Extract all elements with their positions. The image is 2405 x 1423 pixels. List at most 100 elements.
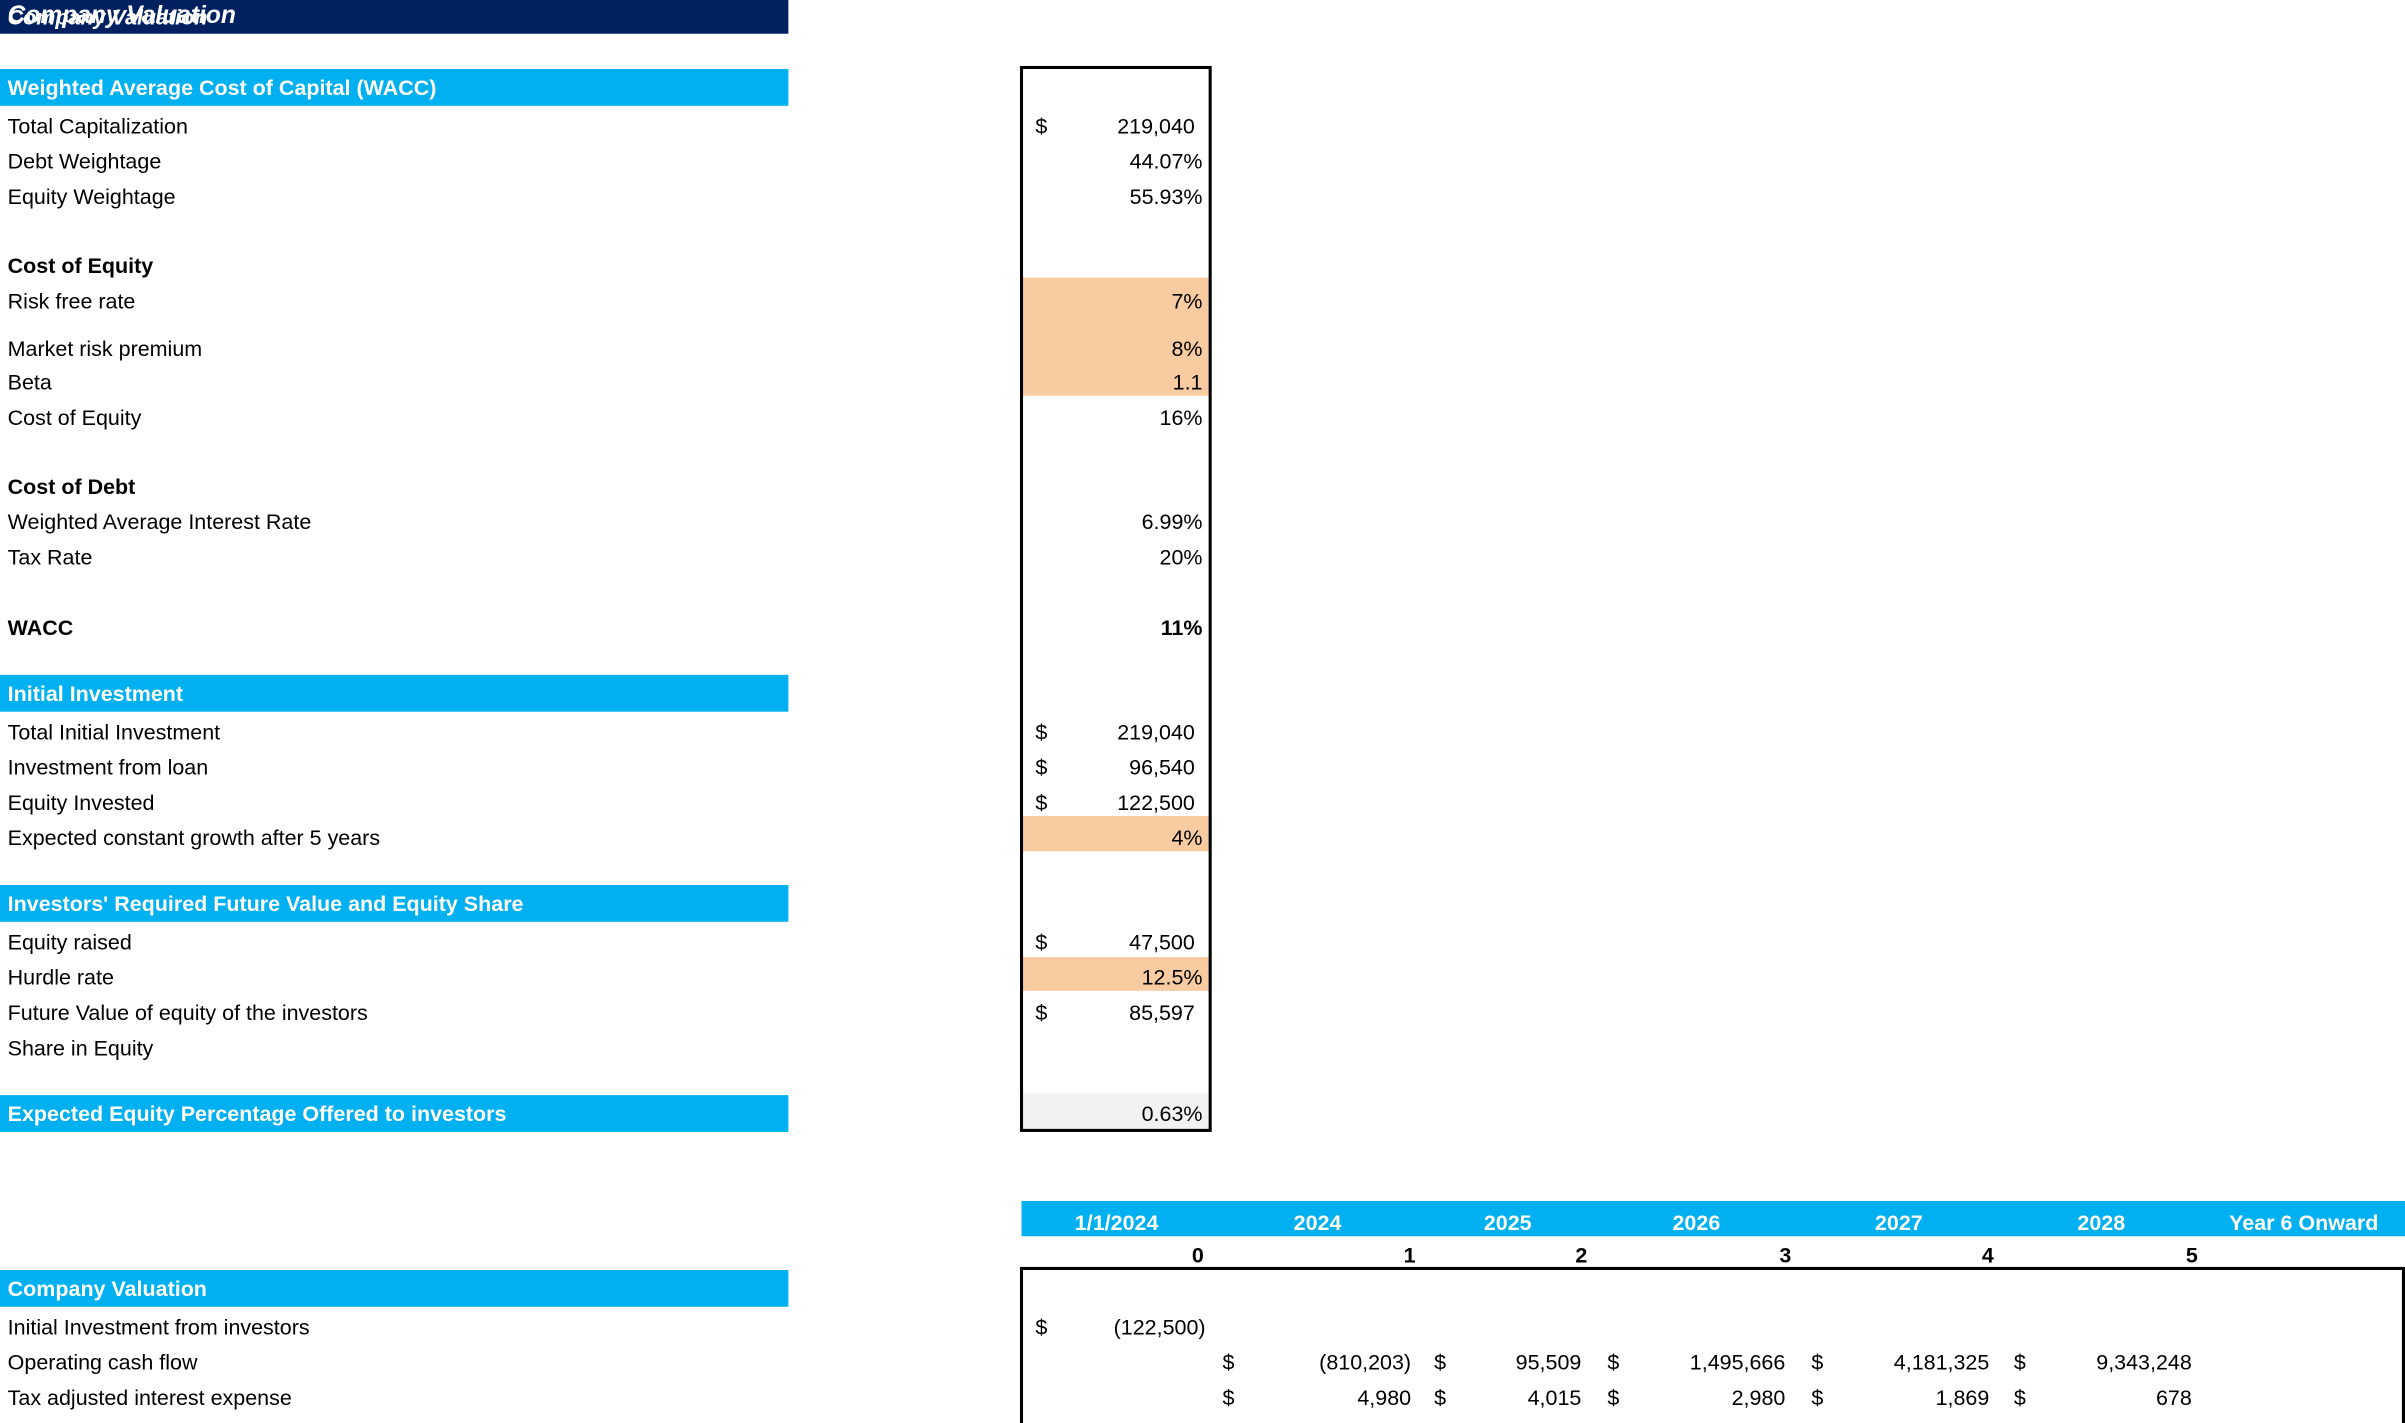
currency: $: [1607, 1349, 1620, 1375]
section-bar: [0, 674, 789, 712]
date-header: Year 6 Onward: [2229, 1210, 2379, 1235]
row-label: Tax adjusted interest expense: [7, 1385, 292, 1410]
bordered-block: [1019, 1266, 2405, 1423]
cash-flow-value: 2,980: [1731, 1385, 1786, 1410]
row-value: 16%: [1159, 404, 1203, 430]
currency: $: [1035, 113, 1048, 139]
currency: $: [1035, 719, 1048, 744]
row-value: 96,540: [1129, 754, 1195, 780]
date-header: 2028: [2077, 1210, 2126, 1235]
section-bar: [0, 1269, 789, 1307]
row-label: Total Initial Investment: [7, 719, 221, 744]
period-header: 5: [2185, 1242, 2198, 1267]
row-label: Equity Invested: [7, 789, 155, 815]
row-label: Market risk premium: [7, 335, 203, 361]
row-value: 6.99%: [1141, 509, 1203, 534]
currency: $: [1035, 1314, 1048, 1340]
row-label: Expected constant growth after 5 years: [7, 825, 381, 850]
cash-flow-value: 1,869: [1935, 1385, 1990, 1410]
row-value: 7%: [1171, 288, 1203, 313]
currency: $: [1222, 1385, 1235, 1410]
currency: $: [1434, 1385, 1447, 1410]
row-value: 85,597: [1129, 1000, 1195, 1025]
title: Company Valuation: [7, 3, 236, 30]
section-header: Weighted Average Cost of Capital (WACC): [7, 75, 437, 100]
section-header: Initial Investment: [7, 681, 184, 706]
currency: $: [1811, 1349, 1824, 1375]
row-label: Tax Rate: [7, 544, 93, 570]
input-cell: [1021, 815, 1211, 852]
row-label: Beta: [7, 369, 52, 395]
row-value: 55.93%: [1129, 184, 1203, 209]
row-value: 12.5%: [1141, 964, 1203, 990]
row-value: 0.63%: [1141, 1101, 1203, 1126]
row-label: Cost of Equity: [7, 404, 142, 430]
row-label: Hurdle rate: [7, 964, 114, 990]
row-label: Debt Weightage: [7, 148, 162, 174]
row-label: WACC: [7, 615, 74, 640]
row-label: Operating cash flow: [7, 1349, 198, 1375]
currency: $: [1035, 789, 1048, 815]
row-value: 4%: [1171, 825, 1203, 850]
date-header: 2024: [1293, 1210, 1342, 1235]
row-value: 8%: [1171, 335, 1203, 361]
title: Company Valuation: [7, 4, 208, 30]
subheader: Cost of Debt: [7, 473, 136, 499]
currency: $: [1222, 1349, 1235, 1375]
cash-flow-value: 4,980: [1357, 1385, 1412, 1410]
row-value: 11%: [1160, 615, 1203, 640]
section-header: Expected Equity Percentage Offered to in…: [7, 1101, 507, 1126]
row-label: Share in Equity: [7, 1035, 154, 1060]
row-label: Future Value of equity of the investors: [7, 1000, 368, 1025]
section-header: Company Valuation: [7, 1276, 207, 1301]
section-bar: [0, 885, 789, 922]
row-value: 1.1: [1172, 369, 1203, 395]
input-cell: [1021, 277, 1211, 396]
row-value: 122,500: [1117, 789, 1195, 815]
result-cell: [1021, 1093, 1211, 1131]
date-header: 1/1/2024: [1074, 1210, 1159, 1235]
currency: $: [1035, 929, 1048, 955]
period-header: 1: [1403, 1242, 1416, 1267]
date-header: 2026: [1672, 1210, 1721, 1235]
row-value: 219,040: [1117, 719, 1195, 744]
cash-flow-value: 95,509: [1515, 1349, 1582, 1375]
bordered-block: [1019, 65, 1212, 1132]
section-header: Investors' Required Future Value and Equ…: [7, 891, 524, 916]
subheader: Cost of Equity: [7, 253, 154, 278]
cash-flow-value: 1,495,666: [1689, 1349, 1786, 1375]
cash-flow-value: 9,343,248: [2096, 1349, 2192, 1375]
currency: $: [1434, 1349, 1447, 1375]
title-bar: [0, 0, 789, 34]
currency: $: [2013, 1385, 2026, 1410]
section-bar: [0, 69, 789, 106]
row-value: 47,500: [1129, 929, 1195, 955]
cash-flow-value: (122,500): [1113, 1314, 1206, 1340]
period-header: 0: [1191, 1242, 1204, 1267]
cash-flow-value: 678: [2155, 1385, 2192, 1410]
timeline-bar: [1021, 1200, 2405, 1237]
row-label: Investment from loan: [7, 754, 209, 780]
date-header: 2025: [1483, 1210, 1532, 1235]
period-header: 2: [1575, 1242, 1588, 1267]
row-label: Weighted Average Interest Rate: [7, 509, 312, 534]
row-value: 219,040: [1117, 113, 1195, 139]
section-bar: [0, 1095, 789, 1132]
currency: $: [2013, 1349, 2026, 1375]
row-value: 44.07%: [1129, 148, 1203, 174]
row-label: Risk free rate: [7, 288, 136, 313]
row-label: Equity Weightage: [7, 184, 176, 209]
row-label: Initial Investment from investors: [7, 1314, 310, 1340]
date-header: 2027: [1874, 1210, 1923, 1235]
cash-flow-value: 4,181,325: [1893, 1349, 1990, 1375]
cash-flow-value: (810,203): [1319, 1349, 1412, 1375]
currency: $: [1811, 1385, 1824, 1410]
period-header: 3: [1779, 1242, 1792, 1267]
currency: $: [1035, 1000, 1048, 1025]
currency: $: [1035, 754, 1048, 780]
row-label: Equity raised: [7, 929, 132, 955]
currency: $: [1607, 1385, 1620, 1410]
cash-flow-value: 4,015: [1527, 1385, 1582, 1410]
row-value: 20%: [1159, 544, 1203, 570]
